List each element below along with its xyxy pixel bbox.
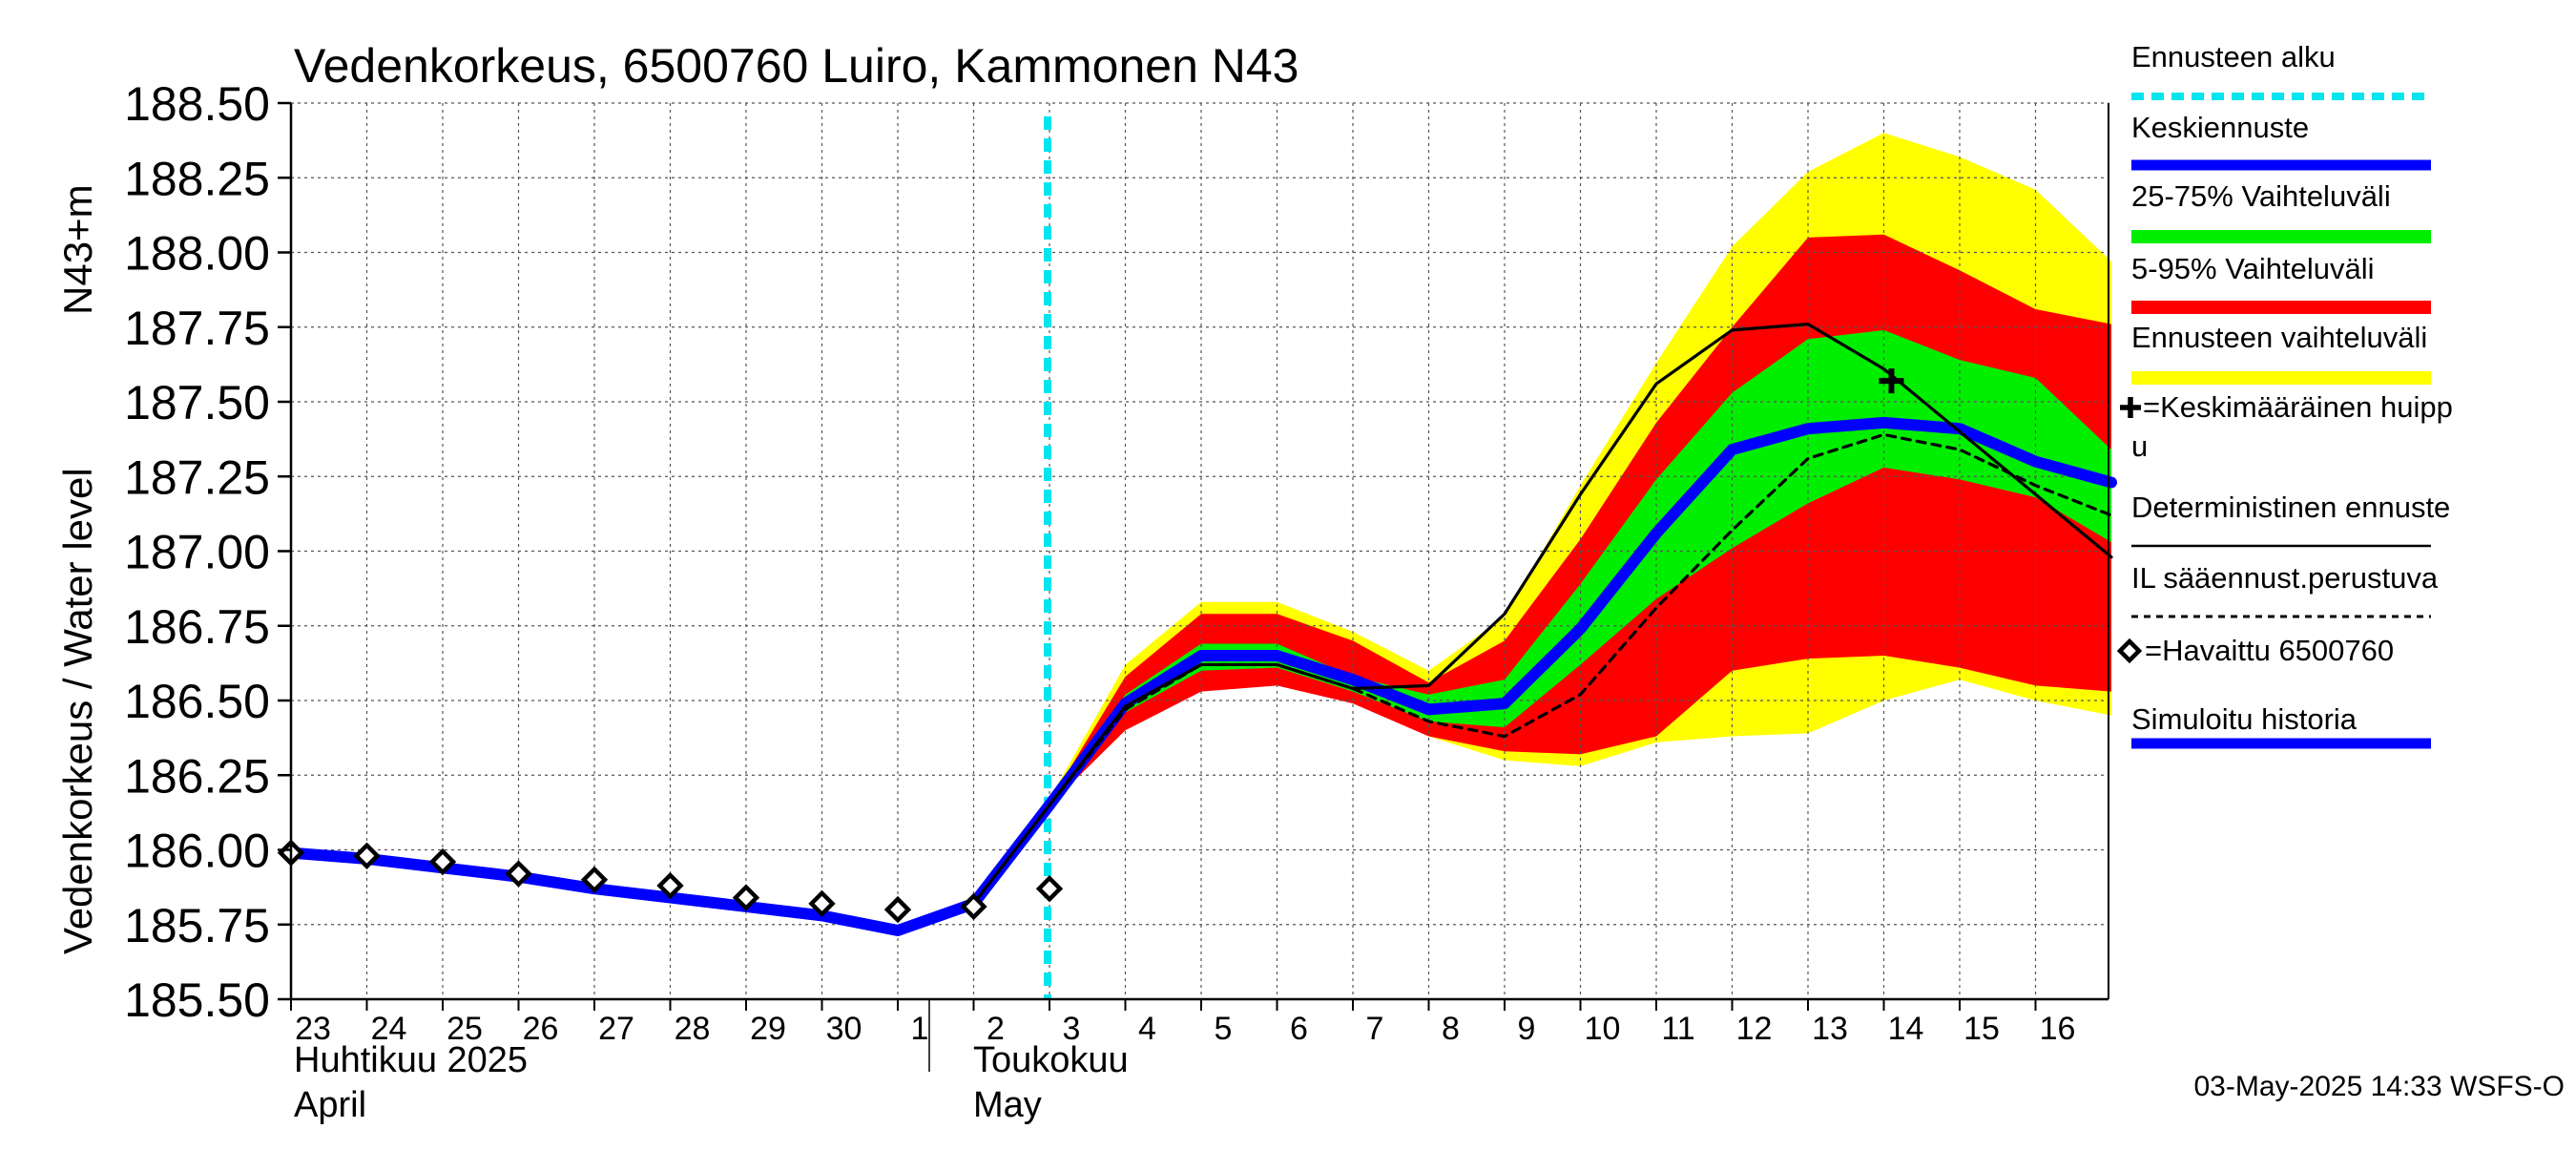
x-tick-label: 5	[1215, 1011, 1233, 1047]
legend-label: Simuloitu historia	[2131, 702, 2358, 736]
x-tick-label: 30	[826, 1011, 862, 1047]
x-tick-label: 10	[1585, 1011, 1621, 1047]
legend-label: IL sääennust.perustuva	[2131, 561, 2439, 595]
month-label-english: May	[973, 1085, 1042, 1125]
observed-point	[883, 895, 912, 924]
x-tick-label: 15	[1963, 1011, 2000, 1047]
x-tick-label: 25	[447, 1011, 483, 1047]
legend-item-ennusteen-vaihteluv-li: Ennusteen vaihteluväli	[2131, 321, 2431, 385]
y-tick-label: 186.00	[124, 825, 270, 878]
x-tick-label: 28	[675, 1011, 711, 1047]
legend-symbol-band	[2131, 230, 2431, 243]
observed-point	[732, 884, 760, 911]
legend-label: =Keskimääräinen huipp	[2143, 390, 2453, 424]
x-tick-label: 27	[598, 1011, 634, 1047]
series-deterministinen-ennuste	[971, 323, 2113, 906]
observed-point	[353, 842, 381, 869]
series-lines	[285, 116, 2117, 999]
legend-item-keskim-r-inen-huippu: =Keskimääräinen huipp u	[2120, 390, 2453, 463]
legend-label: Ennusteen vaihteluväli	[2131, 321, 2427, 354]
legend-label: =Havaittu 6500760	[2145, 634, 2394, 667]
legend-symbol-diamond	[2116, 638, 2143, 664]
y-tick-label: 187.50	[124, 376, 270, 429]
series-il-s-ennust-perustuva	[1048, 432, 2113, 807]
legend-label: Ennusteen alku	[2131, 40, 2336, 73]
observed-point	[808, 889, 836, 918]
legend-item-25-75-vaihteluv-li: 25-75% Vaihteluväli	[2131, 179, 2431, 243]
x-tick-label: 12	[1736, 1011, 1773, 1047]
x-tick-label: 11	[1661, 1011, 1694, 1047]
observed-point	[1035, 875, 1064, 903]
x-tick-label: 4	[1138, 1011, 1156, 1047]
month-label: Huhtikuu 2025	[294, 1040, 528, 1080]
band-25-75-vaihteluv-li	[1049, 329, 2111, 805]
x-tick-label: 6	[1290, 1011, 1308, 1047]
x-tick-label: 16	[2040, 1011, 2076, 1047]
legend-label: 5-95% Vaihteluväli	[2131, 252, 2374, 285]
y-tick-label: 188.00	[124, 227, 270, 281]
observed-point	[656, 871, 684, 900]
legend-item-keskiennuste: Keskiennuste	[2131, 111, 2431, 171]
series-keskiennuste	[1044, 416, 2117, 811]
x-tick-label: 1	[911, 1011, 929, 1047]
observation-markers	[277, 368, 1904, 924]
x-tick-label: 8	[1442, 1011, 1460, 1047]
legend-symbol-band	[2131, 371, 2431, 385]
legend-item-deterministinen-ennuste: Deterministinen ennuste	[2131, 491, 2450, 548]
month-label: Toukokuu	[973, 1040, 1129, 1080]
y-tick-label: 186.75	[124, 600, 270, 654]
y-tick-label: 187.25	[124, 450, 270, 504]
y-tick-label: 187.00	[124, 526, 270, 579]
observed-point	[505, 860, 532, 888]
legend-item-il-s-ennust-perustuva: IL sääennust.perustuva	[2131, 561, 2439, 618]
x-tick-label: 3	[1063, 1011, 1081, 1047]
legend-item-ennusteen-alku: Ennusteen alku	[2131, 40, 2431, 100]
x-tick-label: 23	[295, 1011, 331, 1047]
y-axis-label: Vedenkorkeus / Water level	[55, 468, 100, 954]
x-tick-label: 29	[750, 1011, 786, 1047]
legend-label: 25-75% Vaihteluväli	[2131, 179, 2391, 213]
y-tick-label: 186.25	[124, 749, 270, 803]
legend-symbol-plus	[2120, 397, 2141, 418]
x-tick-label: 26	[523, 1011, 559, 1047]
chart-title: Vedenkorkeus, 6500760 Luiro, Kammonen N4…	[294, 39, 1299, 93]
mean-peak-marker	[1879, 368, 1904, 394]
observed-point	[960, 892, 987, 921]
y-tick-label: 185.50	[124, 973, 270, 1027]
x-tick-label: 9	[1518, 1011, 1536, 1047]
y-tick-label: 186.50	[124, 675, 270, 728]
legend-item-simuloitu-historia: Simuloitu historia	[2131, 702, 2431, 749]
y-tick-label: 188.50	[124, 77, 270, 131]
month-label-english: April	[294, 1085, 366, 1125]
x-tick-label: 14	[1888, 1011, 1924, 1047]
x-tick-label: 13	[1812, 1011, 1848, 1047]
legend: Ennusteen alku Keskiennuste 25-75% Vaihtel…	[2116, 40, 2453, 749]
y-tick-label: 187.75	[124, 302, 270, 355]
axes	[278, 101, 2109, 1072]
y-tick-label: 185.75	[124, 899, 270, 952]
legend-label: Deterministinen ennuste	[2131, 491, 2450, 524]
legend-label-wrap: u	[2131, 429, 2148, 463]
observed-point	[428, 847, 457, 876]
legend-item-5-95-vaihteluv-li: 5-95% Vaihteluväli	[2131, 252, 2431, 314]
legend-item-havaittu-6500760: =Havaittu 6500760	[2116, 634, 2394, 667]
observed-point	[580, 866, 609, 893]
x-tick-label: 2	[987, 1011, 1005, 1047]
x-tick-label: 24	[371, 1011, 407, 1047]
y-axis-unit-label: N43+m	[55, 184, 100, 315]
legend-label: Keskiennuste	[2131, 111, 2309, 144]
x-tick-label: 7	[1366, 1011, 1384, 1047]
legend-symbol-band	[2131, 301, 2431, 314]
y-tick-label: 188.25	[124, 152, 270, 205]
chart-text: Vedenkorkeus, 6500760 Luiro, Kammonen N4…	[55, 39, 2565, 1125]
footer-timestamp: 03-May-2025 14:33 WSFS-O	[2194, 1071, 2566, 1102]
